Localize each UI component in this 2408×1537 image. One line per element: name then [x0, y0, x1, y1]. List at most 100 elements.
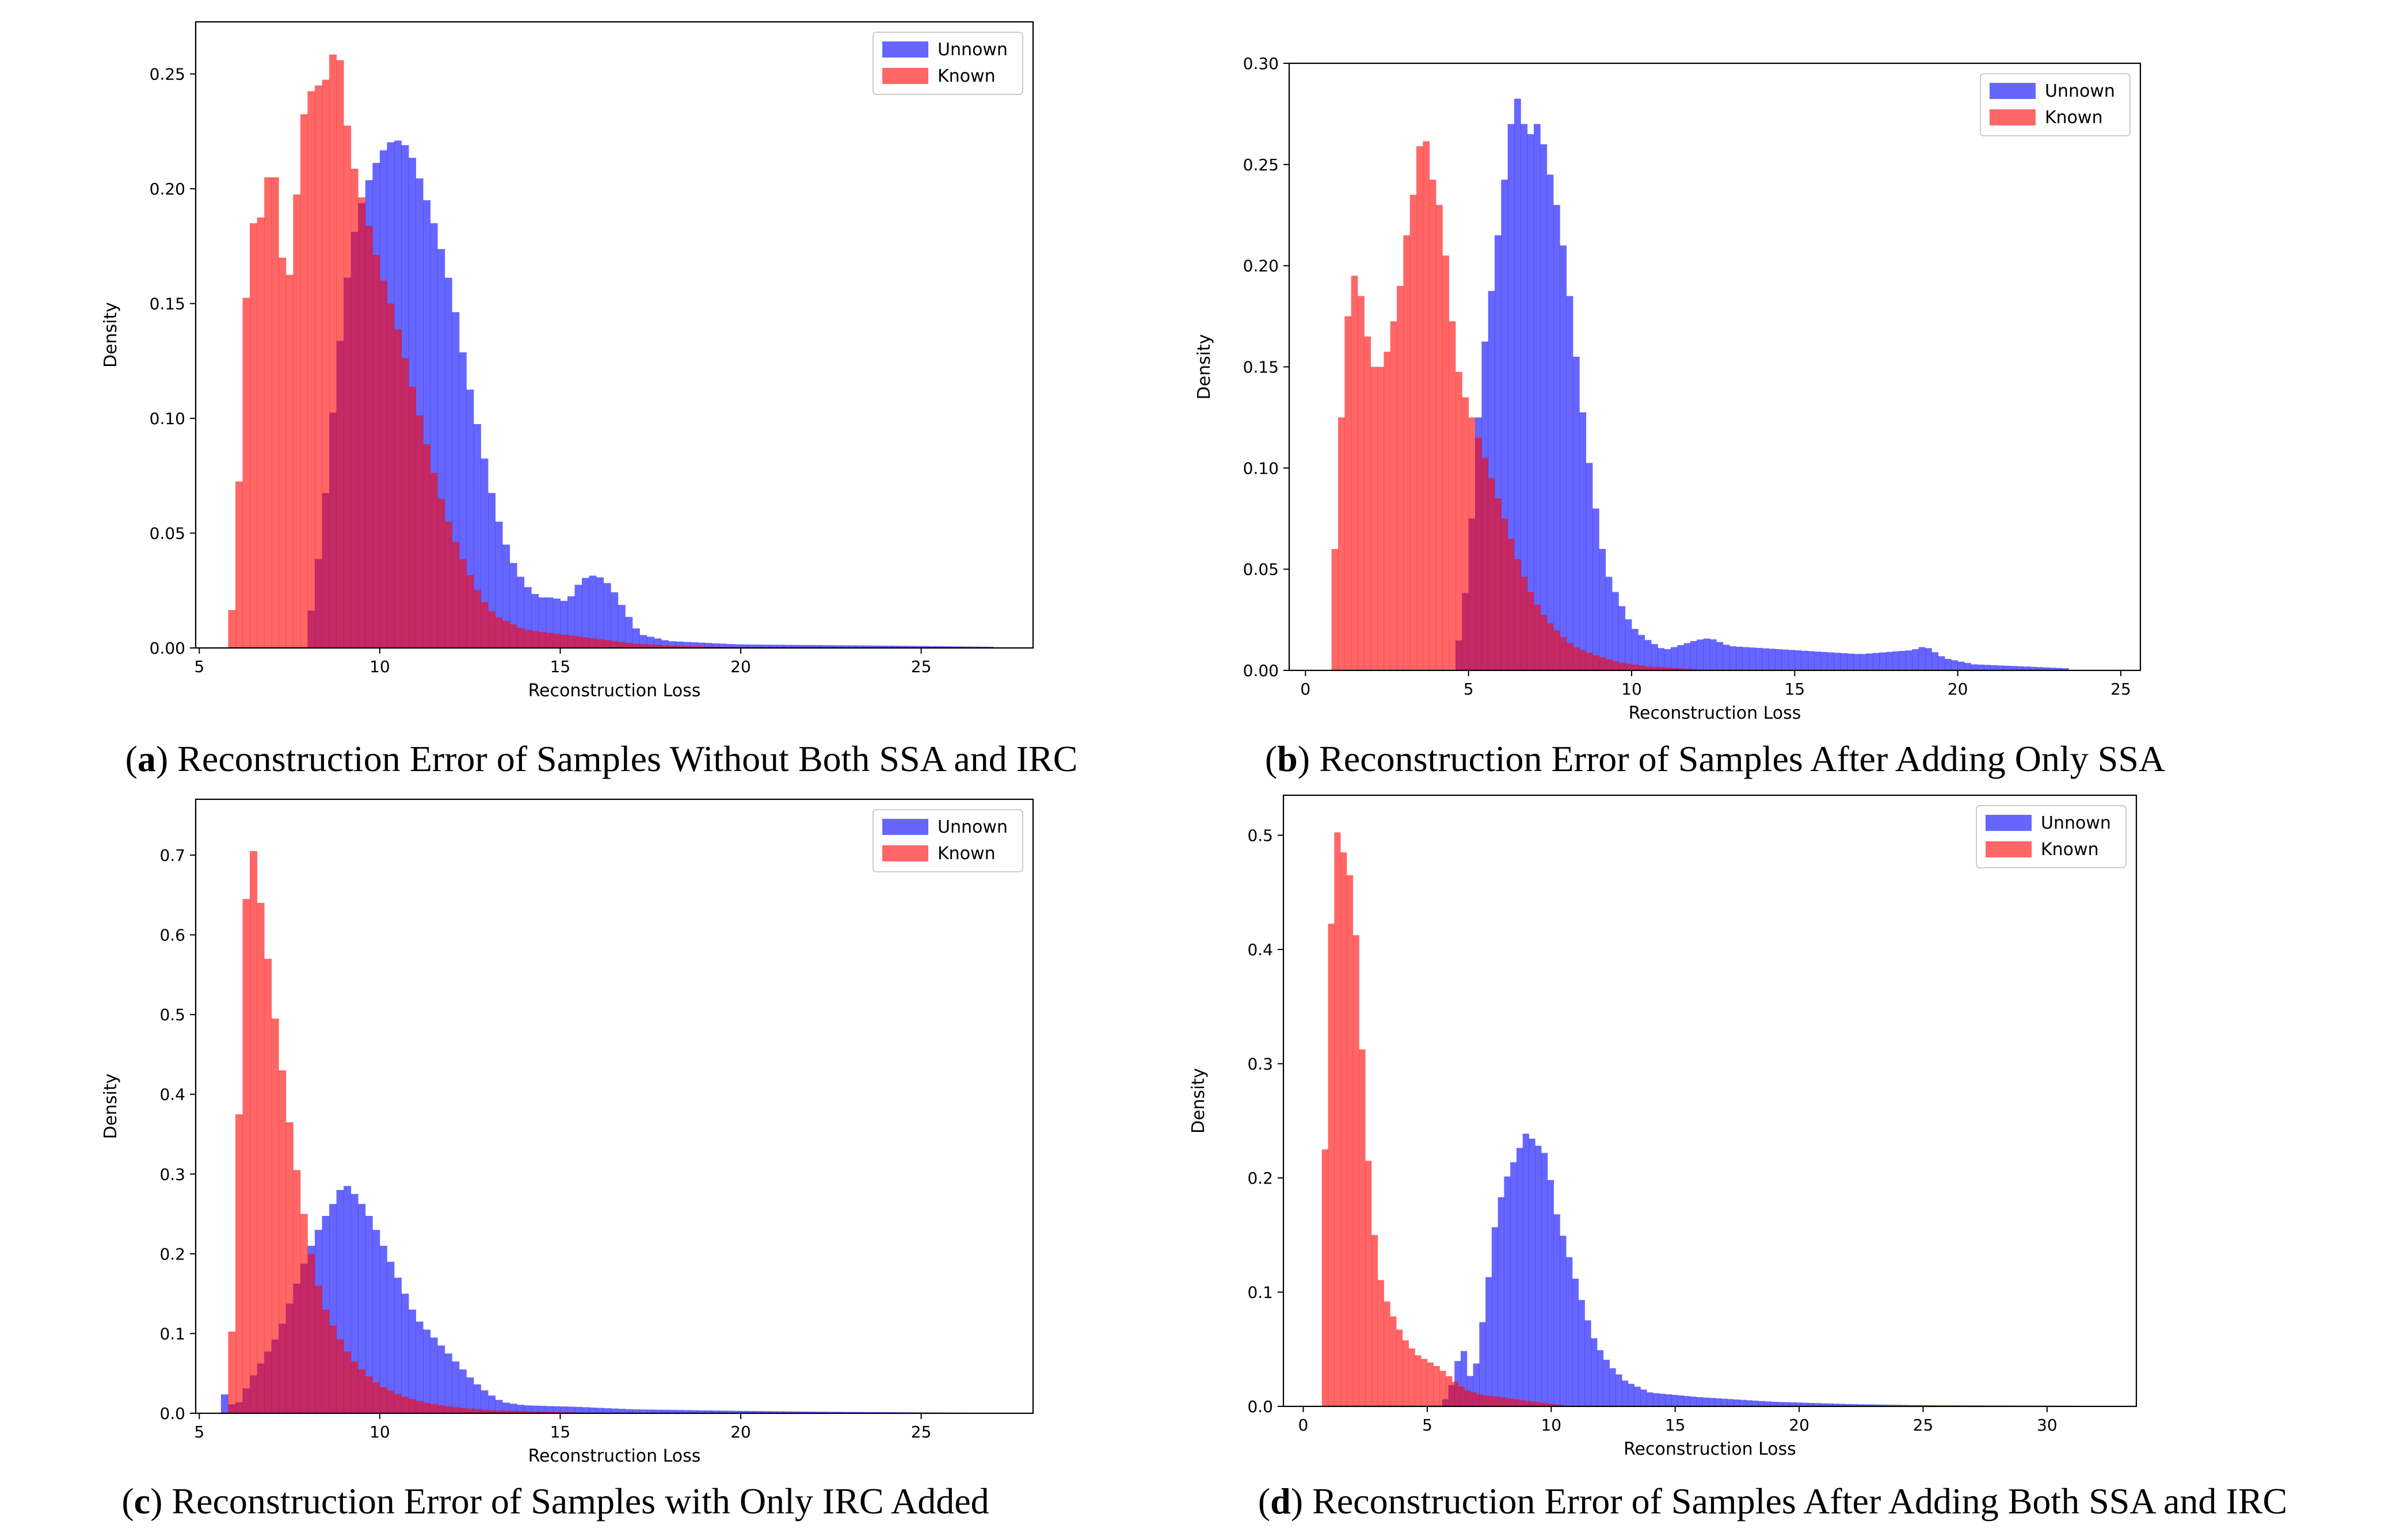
unknown-bar [914, 646, 921, 648]
known-bar [1351, 276, 1358, 670]
known-bar [379, 1387, 387, 1413]
y-tick-label: 0.05 [150, 524, 185, 543]
y-tick-label: 0.6 [159, 926, 185, 945]
known-bar [538, 632, 546, 648]
unknown-bar [1851, 1404, 1858, 1406]
known-bar [1573, 647, 1580, 670]
x-tick-label: 5 [1422, 1416, 1432, 1435]
known-bar [423, 444, 431, 648]
unknown-bar [711, 643, 719, 648]
known-bar [358, 1369, 366, 1413]
x-tick-label: 10 [1621, 680, 1642, 699]
known-series [228, 851, 597, 1414]
known-bar [1427, 1362, 1434, 1406]
unknown-bar [1758, 1401, 1765, 1406]
panel-caption: (b) Reconstruction Error of Samples Afte… [1265, 738, 2165, 779]
unknown-bar [654, 1409, 662, 1413]
known-bar [1371, 1235, 1378, 1406]
known-bar [1433, 1366, 1440, 1406]
known-bar [372, 254, 380, 648]
known-bar [228, 610, 236, 648]
unknown-bar [1826, 1403, 1833, 1406]
unknown-bar [1473, 1363, 1480, 1406]
unknown-bar [1591, 1338, 1598, 1406]
known-bar [1442, 255, 1450, 671]
unknown-bar [827, 1412, 835, 1413]
y-axis-label: Density [101, 1073, 121, 1139]
unknown-bar [1534, 124, 1541, 670]
unknown-bar [1665, 1394, 1672, 1406]
unknown-bar [733, 1410, 741, 1413]
panel-caption: (a) Reconstruction Error of Samples With… [125, 738, 1078, 779]
known-bar [279, 1070, 287, 1413]
known-bar [1346, 875, 1354, 1406]
unknown-bar [1945, 659, 1952, 670]
unknown-bar [582, 1407, 589, 1413]
unknown-legend-swatch [1986, 815, 2032, 831]
known-bar [531, 631, 539, 648]
unknown-bar [921, 646, 929, 648]
unknown-bar [1957, 661, 1965, 670]
y-tick-label: 0.00 [1243, 661, 1279, 680]
known-bar [488, 611, 496, 648]
known-bar [1612, 661, 1619, 670]
known-bar [242, 298, 250, 648]
known-bar [1501, 518, 1508, 670]
unknown-bar [1781, 649, 1789, 670]
y-tick-label: 0.05 [1243, 560, 1279, 579]
unknown-bar [1879, 652, 1887, 670]
known-bar [553, 634, 561, 648]
caption-letter: c [134, 1481, 150, 1521]
unknown-bar [1864, 1404, 1870, 1406]
known-bar [1540, 615, 1548, 670]
unknown-bar [704, 1410, 713, 1413]
known-bar [1545, 1403, 1552, 1406]
unknown-bar [582, 578, 589, 648]
unknown-bar [733, 644, 741, 648]
known-bar [293, 1170, 301, 1413]
unknown-bar [798, 644, 806, 648]
known-bar [423, 1402, 431, 1413]
known-bar [683, 646, 691, 648]
known-bar [1390, 321, 1397, 670]
unknown-bar [1573, 356, 1580, 670]
known-bar [1495, 1397, 1502, 1406]
y-tick-label: 0.2 [1247, 1169, 1273, 1188]
unknown-bar [1501, 180, 1508, 671]
unknown-bar [646, 1409, 654, 1413]
unknown-legend-label: Unnown [938, 40, 1008, 60]
known-bar [546, 1412, 554, 1413]
unknown-bar [741, 1410, 748, 1413]
unknown-bar [379, 1246, 387, 1413]
unknown-bar [1566, 1257, 1573, 1406]
unknown-bar [1671, 1395, 1678, 1406]
unknown-bar [1918, 647, 1926, 670]
unknown-bar [350, 1193, 359, 1413]
unknown-bar [849, 645, 857, 648]
known-bar [1446, 1376, 1453, 1406]
y-tick-label: 0.0 [159, 1404, 185, 1423]
known-bar [473, 1409, 481, 1413]
known-bar [387, 1390, 395, 1413]
unknown-bar [1777, 1402, 1784, 1406]
unknown-bar [2016, 666, 2024, 670]
unknown-bar [444, 1353, 452, 1413]
x-tick-label: 10 [369, 1422, 390, 1441]
unknown-bar [495, 521, 503, 648]
unknown-bar [899, 646, 907, 648]
known-bar [1605, 659, 1613, 670]
known-bar [350, 169, 359, 648]
known-series [1331, 141, 1697, 671]
unknown-bar [632, 628, 640, 648]
unknown-bar [820, 645, 828, 648]
unknown-bar [1622, 1380, 1629, 1406]
unknown-bar [1739, 1399, 1746, 1406]
known-bar [1658, 667, 1665, 670]
known-bar [1514, 559, 1521, 670]
known-bar [618, 642, 626, 648]
known-bar [1475, 437, 1482, 670]
known-bar [1423, 141, 1430, 670]
unknown-bar [668, 1410, 676, 1413]
x-tick-label: 10 [369, 657, 390, 676]
y-tick-label: 0.25 [150, 65, 185, 84]
